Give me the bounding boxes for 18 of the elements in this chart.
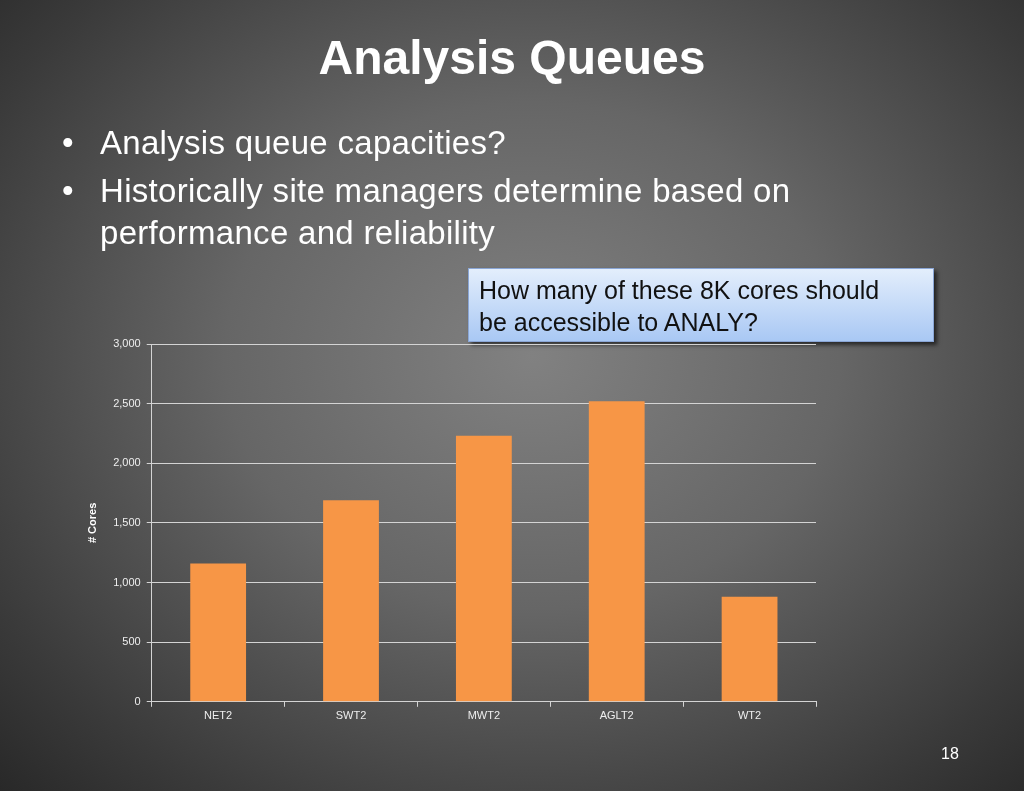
chart-title: Analysis Queues (317, 30, 707, 86)
y-tick-label: 3,000 (113, 337, 141, 350)
text: 18 (940, 744, 960, 764)
text: • Analysis queue capacities? (62, 123, 507, 163)
x-tick-label: AGLT2 (599, 709, 634, 722)
x-tick-label: NET2 (204, 709, 233, 722)
text: How many of these 8K cores should be accessible to ANALY? (468, 268, 934, 342)
y-axis-title: # Cores (85, 502, 98, 544)
y-tick-label: 500 (122, 635, 141, 648)
y-tick-label: 1,500 (113, 515, 141, 528)
y-tick-label: 0 (134, 694, 141, 707)
y-tick-label: 2,500 (113, 396, 141, 409)
text: • Historically site managers determine based on performance and reliability (62, 171, 792, 253)
x-tick-label: MWT2 (467, 709, 501, 722)
x-tick-label: WT2 (737, 709, 762, 722)
y-tick-label: 1,000 (113, 575, 141, 588)
x-tick-label: SWT2 (335, 709, 367, 722)
y-tick-label: 2,000 (113, 456, 141, 469)
